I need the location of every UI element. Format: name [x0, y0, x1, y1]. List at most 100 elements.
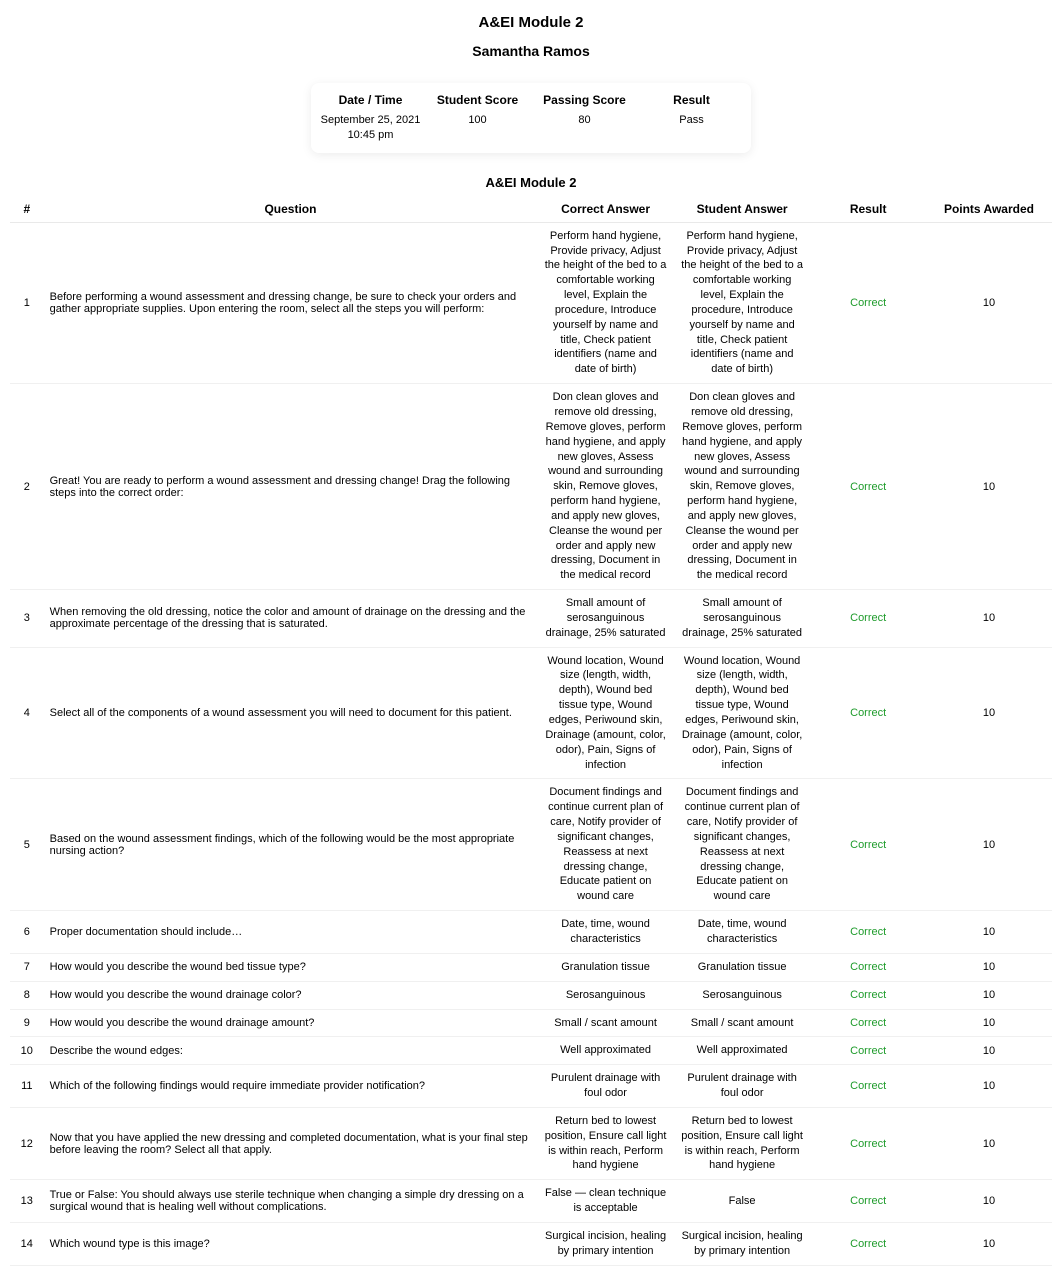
table-row: 8How would you describe the wound draina… [10, 981, 1052, 1009]
student-answer: Document findings and continue current p… [674, 779, 811, 911]
points: 10 [926, 384, 1052, 590]
points: 10 [926, 1009, 1052, 1037]
points: 10 [926, 981, 1052, 1009]
correct-answer: False — clean technique is acceptable [537, 1180, 674, 1223]
num: 5 [10, 779, 44, 911]
student-answer: Don clean gloves and remove old dressing… [674, 384, 811, 590]
table-header-row: # Question Correct Answer Student Answer… [10, 196, 1052, 223]
module-title: A&EI Module 2 [10, 14, 1052, 31]
table-row: 2Great! You are ready to perform a wound… [10, 384, 1052, 590]
question: Select all of the components of a wound … [44, 647, 538, 779]
correct-answer: Document findings and continue current p… [537, 779, 674, 911]
table-row: 9How would you describe the wound draina… [10, 1009, 1052, 1037]
table-row: 1Before performing a wound assessment an… [10, 222, 1052, 383]
num: 11 [10, 1065, 44, 1108]
summary-passing-score-label: Passing Score [531, 93, 638, 107]
table-row: 3When removing the old dressing, notice … [10, 590, 1052, 648]
num: 9 [10, 1009, 44, 1037]
correct-answer: Serosanguinous [537, 981, 674, 1009]
table-row: 13True or False: You should always use s… [10, 1180, 1052, 1223]
student-answer: False [674, 1180, 811, 1223]
summary-passing-score: Passing Score 80 [531, 93, 638, 128]
col-num: # [10, 196, 44, 223]
num: 6 [10, 911, 44, 954]
table-row: 5Based on the wound assessment findings,… [10, 779, 1052, 911]
col-result: Result [810, 196, 926, 223]
summary-student-score: Student Score 100 [424, 93, 531, 128]
results-table: # Question Correct Answer Student Answer… [10, 196, 1052, 1266]
result: Correct [810, 953, 926, 981]
points: 10 [926, 1180, 1052, 1223]
result: Correct [810, 1065, 926, 1108]
question: True or False: You should always use ste… [44, 1180, 538, 1223]
result: Correct [810, 1009, 926, 1037]
table-row: 7How would you describe the wound bed ti… [10, 953, 1052, 981]
question: Based on the wound assessment findings, … [44, 779, 538, 911]
question: Great! You are ready to perform a wound … [44, 384, 538, 590]
student-answer: Small amount of serosanguinous drainage,… [674, 590, 811, 648]
summary-result-label: Result [638, 93, 745, 107]
summary-passing-score-value: 80 [531, 113, 638, 128]
result: Correct [810, 1222, 926, 1265]
col-points: Points Awarded [926, 196, 1052, 223]
table-row: 4Select all of the components of a wound… [10, 647, 1052, 779]
correct-answer: Wound location, Wound size (length, widt… [537, 647, 674, 779]
points: 10 [926, 1107, 1052, 1179]
summary-date: September 25, 2021 [317, 113, 424, 128]
question: How would you describe the wound bed tis… [44, 953, 538, 981]
student-answer: Perform hand hygiene, Provide privacy, A… [674, 222, 811, 383]
correct-answer: Perform hand hygiene, Provide privacy, A… [537, 222, 674, 383]
num: 1 [10, 222, 44, 383]
student-answer: Purulent drainage with foul odor [674, 1065, 811, 1108]
student-answer: Wound location, Wound size (length, widt… [674, 647, 811, 779]
summary-result-value: Pass [638, 113, 745, 128]
points: 10 [926, 953, 1052, 981]
table-row: 12Now that you have applied the new dres… [10, 1107, 1052, 1179]
num: 10 [10, 1037, 44, 1065]
points: 10 [926, 911, 1052, 954]
student-answer: Surgical incision, healing by primary in… [674, 1222, 811, 1265]
correct-answer: Granulation tissue [537, 953, 674, 981]
num: 7 [10, 953, 44, 981]
correct-answer: Purulent drainage with foul odor [537, 1065, 674, 1108]
student-name: Samantha Ramos [10, 43, 1052, 59]
student-answer: Return bed to lowest position, Ensure ca… [674, 1107, 811, 1179]
question: How would you describe the wound drainag… [44, 981, 538, 1009]
points: 10 [926, 1037, 1052, 1065]
result: Correct [810, 911, 926, 954]
result: Correct [810, 981, 926, 1009]
num: 14 [10, 1222, 44, 1265]
summary-datetime-label: Date / Time [317, 93, 424, 107]
num: 12 [10, 1107, 44, 1179]
table-row: 10Describe the wound edges:Well approxim… [10, 1037, 1052, 1065]
student-answer: Serosanguinous [674, 981, 811, 1009]
question: Before performing a wound assessment and… [44, 222, 538, 383]
result: Correct [810, 590, 926, 648]
result: Correct [810, 384, 926, 590]
correct-answer: Small amount of serosanguinous drainage,… [537, 590, 674, 648]
student-answer: Well approximated [674, 1037, 811, 1065]
student-answer: Small / scant amount [674, 1009, 811, 1037]
summary-student-score-value: 100 [424, 113, 531, 128]
result: Correct [810, 1180, 926, 1223]
question: Now that you have applied the new dressi… [44, 1107, 538, 1179]
table-section-title: A&EI Module 2 [10, 175, 1052, 190]
num: 3 [10, 590, 44, 648]
student-answer: Date, time, wound characteristics [674, 911, 811, 954]
question: When removing the old dressing, notice t… [44, 590, 538, 648]
result: Correct [810, 779, 926, 911]
correct-answer: Date, time, wound characteristics [537, 911, 674, 954]
correct-answer: Well approximated [537, 1037, 674, 1065]
correct-answer: Small / scant amount [537, 1009, 674, 1037]
table-row: 14Which wound type is this image? Surgica… [10, 1222, 1052, 1265]
points: 10 [926, 647, 1052, 779]
question: Which wound type is this image? [44, 1222, 538, 1265]
num: 2 [10, 384, 44, 590]
num: 8 [10, 981, 44, 1009]
question: Proper documentation should include… [44, 911, 538, 954]
correct-answer: Don clean gloves and remove old dressing… [537, 384, 674, 590]
result: Correct [810, 647, 926, 779]
score-summary-card: Date / Time September 25, 2021 10:45 pm … [311, 83, 751, 153]
table-row: 11Which of the following findings would … [10, 1065, 1052, 1108]
num: 4 [10, 647, 44, 779]
